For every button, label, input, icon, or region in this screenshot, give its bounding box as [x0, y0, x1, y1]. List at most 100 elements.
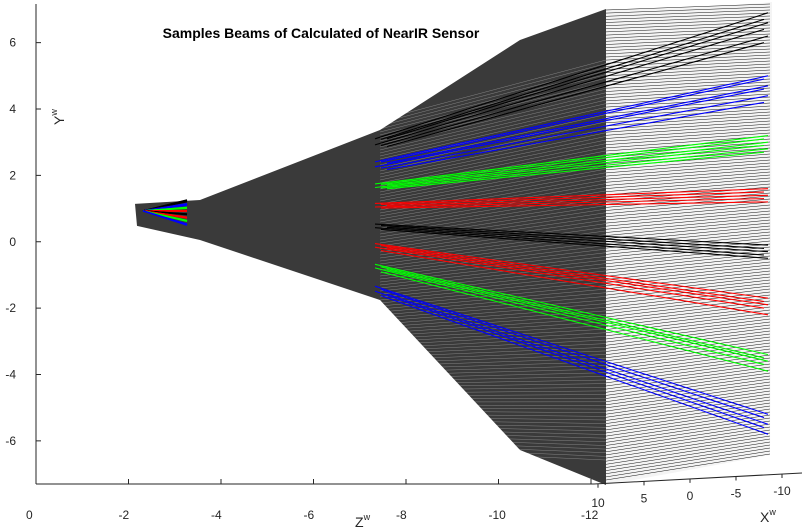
beam-fan-line: [605, 135, 771, 149]
x2-tick-label: -5: [731, 486, 742, 500]
beam-hatch-line: [379, 121, 607, 172]
beam-hatch-line: [379, 205, 607, 241]
beam-series-3: [142, 188, 769, 212]
beam-fan-line: [605, 123, 771, 136]
beam-hatch-line: [379, 379, 607, 385]
beam-fan-line: [605, 450, 771, 478]
beam-series-2: [142, 135, 769, 212]
beam-fan-line: [605, 132, 771, 145]
beam-fan-line: [605, 381, 771, 406]
beam-hatch-line: [379, 63, 607, 124]
beam-fan-line: [605, 390, 771, 415]
beam-hatch-line: [379, 410, 607, 413]
beam-fan-line: [605, 369, 771, 393]
beam-fan-line: [605, 177, 771, 192]
beam-hatch-line: [379, 390, 607, 394]
beam-hatch-line: [379, 190, 607, 229]
beam-fan-line: [605, 453, 771, 481]
beam-fan-line: [605, 261, 771, 280]
beam-fan-line: [605, 282, 771, 302]
beam-fan-line: [605, 249, 771, 268]
beam-line: [380, 138, 765, 185]
beam-hatch-line: [379, 321, 607, 337]
beam-hatch-line: [379, 372, 607, 379]
beam-hatch-line: [379, 413, 607, 417]
beam-hatch-line: [379, 136, 607, 184]
beam-fan-line: [605, 429, 771, 456]
beam-line: [380, 295, 769, 435]
beam-fan-line: [605, 327, 771, 349]
x-tick-label: -4: [211, 508, 222, 522]
beam-fan-line: [605, 426, 771, 453]
beam-fan-line: [605, 30, 771, 39]
beam-line: [374, 227, 765, 256]
beam-series-6: [142, 210, 769, 372]
x-tick-label: -12: [581, 508, 599, 522]
beam-fan-line: [605, 219, 771, 236]
x-tick-label: -10: [489, 508, 507, 522]
beam-fan-line: [605, 300, 771, 321]
beam-fan-line: [605, 156, 771, 171]
y-tick-label: 0: [9, 235, 16, 249]
beam-fan-line: [605, 21, 771, 30]
beam-line: [380, 228, 769, 259]
beam-line: [386, 247, 769, 306]
y-tick-label: 2: [9, 168, 16, 182]
beam-fan-line: [605, 45, 771, 55]
beam-fan-line: [605, 84, 771, 95]
beam-hatch-line: [379, 407, 607, 410]
beam-line: [374, 28, 765, 146]
beam-hatch-line: [379, 419, 607, 424]
beam-line: [374, 75, 769, 163]
beam-fan-line: [605, 180, 771, 196]
beam-fan-line: [605, 93, 771, 105]
beam-line: [386, 293, 769, 425]
beam-fan-line: [605, 3, 771, 11]
x-tick-label: -2: [119, 508, 130, 522]
beam-hatch-line: [379, 398, 607, 400]
beam-hatch-line: [379, 132, 607, 181]
beam-fan-line: [605, 330, 771, 352]
beam-line: [380, 245, 765, 303]
beam-line: [386, 226, 769, 253]
beam-line: [386, 151, 765, 190]
beam-hatch-line: [379, 376, 607, 382]
beam-hatch-line: [379, 245, 607, 274]
beam-fan-line: [605, 312, 771, 333]
beam-fan-line: [605, 69, 771, 80]
beam-fan-line: [605, 213, 771, 230]
y-axis-label-sup: w: [49, 109, 59, 117]
beam-hatch-line: [379, 440, 607, 450]
beam-hatch-line: [379, 103, 607, 157]
beam-line: [380, 18, 765, 140]
beam-line: [374, 263, 769, 356]
x-tick-label: -6: [304, 508, 315, 522]
beam-fan-line: [605, 318, 771, 340]
beam-line: [380, 78, 765, 163]
x2-axis-label-main: X: [760, 509, 770, 525]
beam-fan-line: [605, 12, 771, 20]
beam-fan-line: [605, 363, 771, 387]
beam-line: [386, 194, 769, 207]
beam-hatch-line: [379, 394, 607, 397]
beam-hatch-line: [379, 248, 607, 277]
x2-axis-label: Xw: [760, 507, 776, 525]
y-tick-label: -6: [5, 434, 16, 448]
beam-fan-line: [605, 354, 771, 377]
beam-fan-line: [605, 225, 771, 243]
beam-series-7: [142, 210, 769, 435]
beam-line: [386, 269, 769, 362]
beam-fan-line: [605, 15, 771, 23]
beam-fan-line: [605, 366, 771, 390]
beam-fan-line: [605, 114, 771, 127]
beam-hatch-line: [379, 339, 607, 352]
beam-fan-line: [605, 372, 771, 396]
beam-fan-line: [605, 183, 771, 199]
beam-hatch-line: [379, 431, 607, 439]
beam-hatch-line: [379, 387, 607, 391]
y-axis-label-main: Y: [51, 115, 67, 125]
beam-hatch-line: [379, 263, 607, 289]
beam-hatch-line: [379, 332, 607, 346]
beam-hatch-line: [379, 281, 607, 304]
beam-fan-line: [605, 39, 771, 48]
